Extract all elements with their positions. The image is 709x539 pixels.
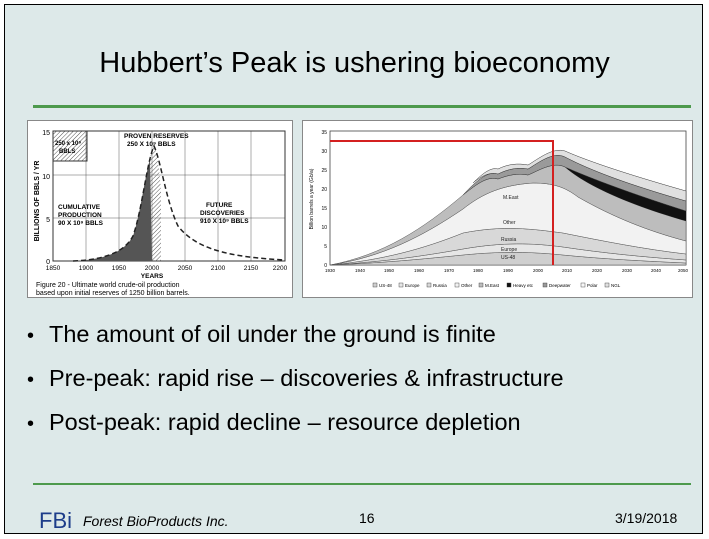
left-y-tick: 5 bbox=[46, 217, 50, 224]
left-x-tick: 1900 bbox=[79, 265, 94, 272]
hubbert-curve-line bbox=[72, 144, 286, 262]
right-x-tick: 2030 bbox=[622, 268, 633, 273]
proven-reserves-label: PROVEN RESERVES bbox=[124, 133, 189, 140]
right-y-tick: 10 bbox=[321, 225, 327, 231]
right-y-axis-label: Billion barrels a year (Gb/a) bbox=[309, 168, 315, 229]
right-x-tick: 2020 bbox=[592, 268, 603, 273]
hubbert-curve-figure: BILLIONS OF BBLS / YR 0 5 10 15 bbox=[27, 120, 293, 298]
left-x-tick: 2050 bbox=[178, 265, 193, 272]
reserves-legend-box bbox=[52, 130, 88, 162]
right-y-tick: 5 bbox=[324, 244, 327, 250]
left-y-tick: 0 bbox=[46, 259, 50, 266]
cumulative-label-2: PRODUCTION bbox=[58, 212, 102, 219]
right-y-tick: 35 bbox=[321, 130, 327, 136]
cumulative-label-1: CUMULATIVE bbox=[58, 204, 101, 211]
left-x-axis-label: YEARS bbox=[141, 273, 164, 280]
cumulative-production-area bbox=[73, 159, 152, 261]
area-heavy bbox=[565, 167, 686, 221]
area-ngl bbox=[472, 149, 687, 202]
legend-item: M.East bbox=[485, 283, 500, 288]
organization-name: Forest BioProducts Inc. bbox=[83, 513, 229, 529]
left-caption-1: Figure 20 - Ultimate world crude-oil pro… bbox=[36, 282, 180, 289]
left-x-tick: 1850 bbox=[46, 265, 61, 272]
title-divider bbox=[33, 105, 691, 108]
legend-item: Europe bbox=[405, 283, 420, 288]
region-label: US-48 bbox=[501, 255, 515, 261]
proven-reserves-area bbox=[146, 146, 161, 261]
left-x-tick: 1950 bbox=[112, 265, 127, 272]
bullet-item: • Post-peak: rapid decline – resource dep… bbox=[27, 401, 564, 445]
left-x-ticks: 1850 1900 1950 2000 2050 2100 2150 2200 bbox=[46, 265, 288, 272]
box-label-1: 250 x 10⁹ bbox=[55, 141, 81, 147]
bullet-text: Pre-peak: rapid rise – discoveries & inf… bbox=[49, 365, 564, 391]
bullet-text: The amount of oil under the ground is fi… bbox=[49, 321, 496, 347]
bullet-text: Post-peak: rapid decline – resource depl… bbox=[49, 409, 521, 435]
right-y-tick: 30 bbox=[321, 149, 327, 155]
region-label: Russia bbox=[501, 237, 517, 243]
page-number: 16 bbox=[359, 510, 375, 526]
regional-production-figure: Billion barrels a year (Gb/a) 0 5 10 15 … bbox=[302, 120, 693, 298]
peak-marker-line bbox=[330, 140, 554, 265]
left-plot-frame bbox=[52, 130, 286, 262]
right-x-tick: 1980 bbox=[473, 268, 484, 273]
regional-production-svg: Billion barrels a year (Gb/a) 0 5 10 15 … bbox=[309, 130, 689, 288]
box-label-2: BBLS bbox=[59, 149, 75, 155]
slide-date: 3/19/2018 bbox=[615, 510, 678, 526]
left-x-tick: 2150 bbox=[244, 265, 259, 272]
left-y-tick: 10 bbox=[42, 174, 50, 181]
bullet-glyph: • bbox=[27, 325, 35, 347]
bullet-glyph: • bbox=[27, 369, 35, 391]
legend-item: Deepwater bbox=[549, 283, 571, 288]
region-label: Europe bbox=[501, 247, 517, 253]
fbi-logo: FBi bbox=[39, 508, 72, 533]
right-y-tick: 15 bbox=[321, 206, 327, 212]
right-x-tick: 2000 bbox=[533, 268, 544, 273]
right-y-tick: 0 bbox=[324, 263, 327, 269]
hubbert-curve-svg: BILLIONS OF BBLS / YR 0 5 10 15 bbox=[34, 130, 288, 297]
right-x-tick: 2010 bbox=[562, 268, 573, 273]
footer-divider bbox=[33, 483, 691, 485]
left-caption-2: based upon initial reserves of 1250 bill… bbox=[36, 290, 190, 297]
legend-item: Russia bbox=[433, 283, 447, 288]
left-y-ticks: 0 5 10 15 bbox=[42, 130, 50, 266]
right-x-tick: 1930 bbox=[325, 268, 336, 273]
future-label-2: DISCOVERIES bbox=[200, 210, 245, 217]
right-legend: US-48 Europe Russia Other M.East Heavy e… bbox=[372, 282, 621, 288]
right-y-ticks: 0 5 10 15 20 25 30 35 bbox=[321, 130, 327, 269]
right-x-tick: 1990 bbox=[503, 268, 514, 273]
region-label: Other bbox=[503, 220, 516, 226]
left-x-tick: 2000 bbox=[145, 265, 160, 272]
slide-title: Hubbert’s Peak is ushering bioeconomy bbox=[99, 47, 610, 79]
right-x-ticks: 1930 1940 1950 1960 1970 1980 1990 2000 … bbox=[325, 268, 689, 273]
bullet-item: • Pre-peak: rapid rise – discoveries & in… bbox=[27, 357, 564, 401]
slide: Hubbert’s Peak is ushering bioeconomy BI… bbox=[4, 4, 703, 534]
legend-item: Heavy etc bbox=[513, 283, 534, 288]
region-label: M.East bbox=[503, 195, 519, 201]
bullet-list: • The amount of oil under the ground is f… bbox=[27, 313, 564, 445]
bullet-item: • The amount of oil under the ground is f… bbox=[27, 313, 564, 357]
right-y-tick: 20 bbox=[321, 187, 327, 193]
left-x-tick: 2100 bbox=[211, 265, 226, 272]
right-y-tick: 25 bbox=[321, 168, 327, 174]
region-labels: M.East Other Russia Europe US-48 bbox=[501, 195, 519, 261]
cumulative-label-3: 90 X 10⁹ BBLS bbox=[58, 220, 104, 227]
right-x-tick: 2050 bbox=[678, 268, 689, 273]
left-y-tick: 15 bbox=[42, 130, 50, 137]
left-y-axis-label: BILLIONS OF BBLS / YR bbox=[34, 161, 41, 242]
right-x-tick: 2040 bbox=[651, 268, 662, 273]
legend-item: Polar bbox=[587, 283, 598, 288]
bullet-glyph: • bbox=[27, 413, 35, 435]
future-label-1: FUTURE bbox=[206, 202, 233, 209]
legend-item: NGL bbox=[611, 283, 621, 288]
right-x-tick: 1960 bbox=[414, 268, 425, 273]
right-x-tick: 1950 bbox=[384, 268, 395, 273]
left-x-tick: 2200 bbox=[273, 265, 288, 272]
legend-item: US-48 bbox=[379, 283, 392, 288]
legend-item: Other bbox=[461, 283, 473, 288]
proven-reserves-value: 250 X 10⁹ BBLS bbox=[127, 141, 176, 148]
right-x-tick: 1970 bbox=[444, 268, 455, 273]
right-x-tick: 1940 bbox=[355, 268, 366, 273]
future-label-3: 910 X 10⁹ BBLS bbox=[200, 218, 249, 225]
